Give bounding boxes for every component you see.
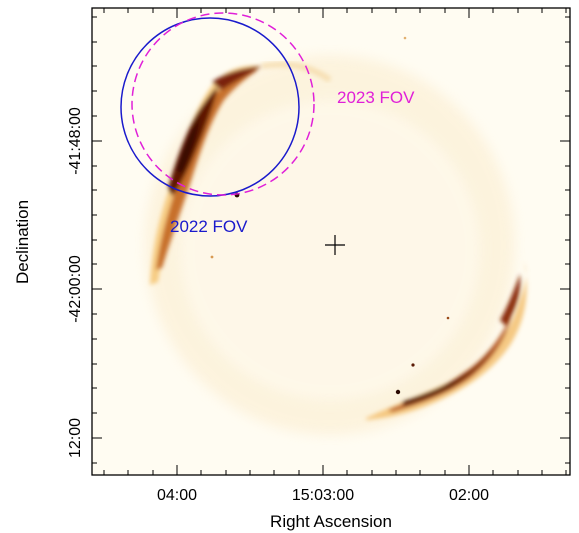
y-axis-title: Declination [13, 200, 32, 284]
x-tick-label: 15:03:00 [292, 487, 354, 504]
center-crosshair-icon [325, 235, 345, 255]
y-tick-label: 12:00 [67, 418, 84, 458]
fov-2023-label: 2023 FOV [337, 88, 415, 107]
fov-2022-circle [120, 17, 300, 197]
x-tick-label: 04:00 [157, 487, 197, 504]
x-tick-label: 02:00 [449, 487, 489, 504]
point-source [446, 316, 450, 320]
northeast-outer-shell [261, 61, 332, 83]
point-source [395, 389, 401, 395]
fov-2023-circle [131, 12, 315, 196]
remnant-interior [180, 100, 480, 400]
y-tick-label: -42:00:00 [67, 255, 84, 323]
southwest-filament [366, 262, 527, 420]
fov-2022-label: 2022 FOV [170, 217, 248, 236]
point-source [403, 36, 407, 40]
y-tick-label: -41:48:00 [67, 107, 84, 175]
point-source [210, 255, 214, 259]
plot-frame [91, 7, 571, 476]
axis-ticks [92, 8, 570, 475]
x-axis-title: Right Ascension [270, 512, 392, 531]
northeast-filament [150, 65, 262, 285]
point-source [411, 363, 415, 367]
